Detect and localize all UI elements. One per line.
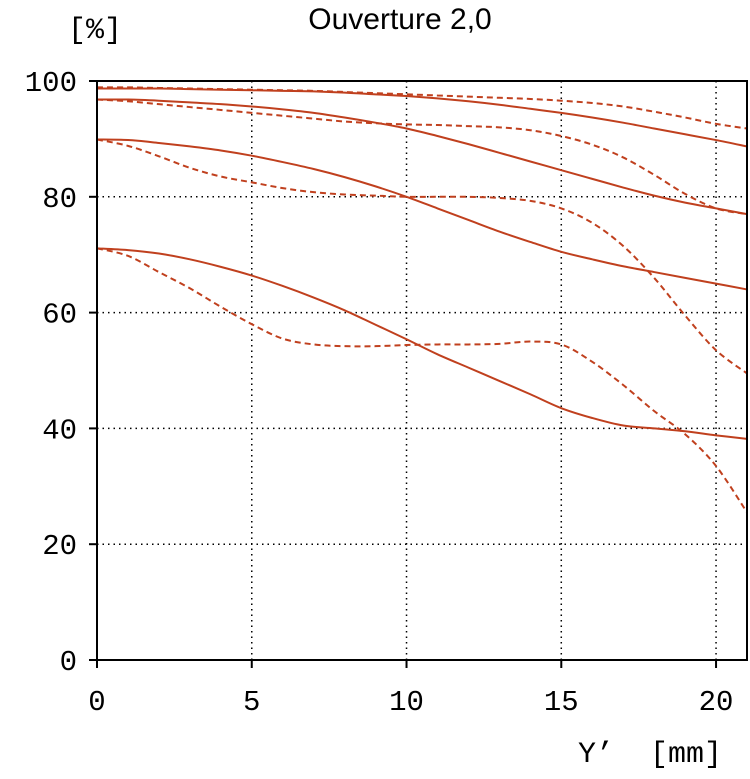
x-tick-label: 0 xyxy=(88,686,105,719)
y-tick-label: 60 xyxy=(42,299,77,332)
x-axis-label: Y’ [mm] xyxy=(578,738,723,772)
chart-title: Ouverture 2,0 xyxy=(308,3,492,36)
y-tick-label: 20 xyxy=(42,530,77,563)
tick-labels: 0 5 10 15 20 0 20 40 60 80 100 xyxy=(25,67,734,719)
y-axis-label: [%] xyxy=(68,14,123,48)
series-line-5-solid xyxy=(96,138,748,291)
series-line-8-dashed xyxy=(96,247,748,513)
plot-frame xyxy=(96,80,748,661)
y-tick-label: 0 xyxy=(60,646,77,679)
series-lines xyxy=(96,86,748,513)
grid xyxy=(89,80,747,668)
y-tick-label: 100 xyxy=(25,67,77,100)
x-tick-label: 10 xyxy=(389,686,424,719)
y-tick-label: 40 xyxy=(42,414,77,447)
y-tick-label: 80 xyxy=(42,183,77,216)
series-line-6-dashed xyxy=(96,138,748,375)
series-line-7-solid xyxy=(96,247,748,440)
x-tick-label: 20 xyxy=(699,686,734,719)
x-tick-label: 5 xyxy=(243,686,260,719)
series-line-3-solid xyxy=(96,98,748,216)
series-line-2-dashed xyxy=(96,86,748,130)
series-line-1-solid xyxy=(96,87,748,148)
x-tick-label: 15 xyxy=(544,686,579,719)
